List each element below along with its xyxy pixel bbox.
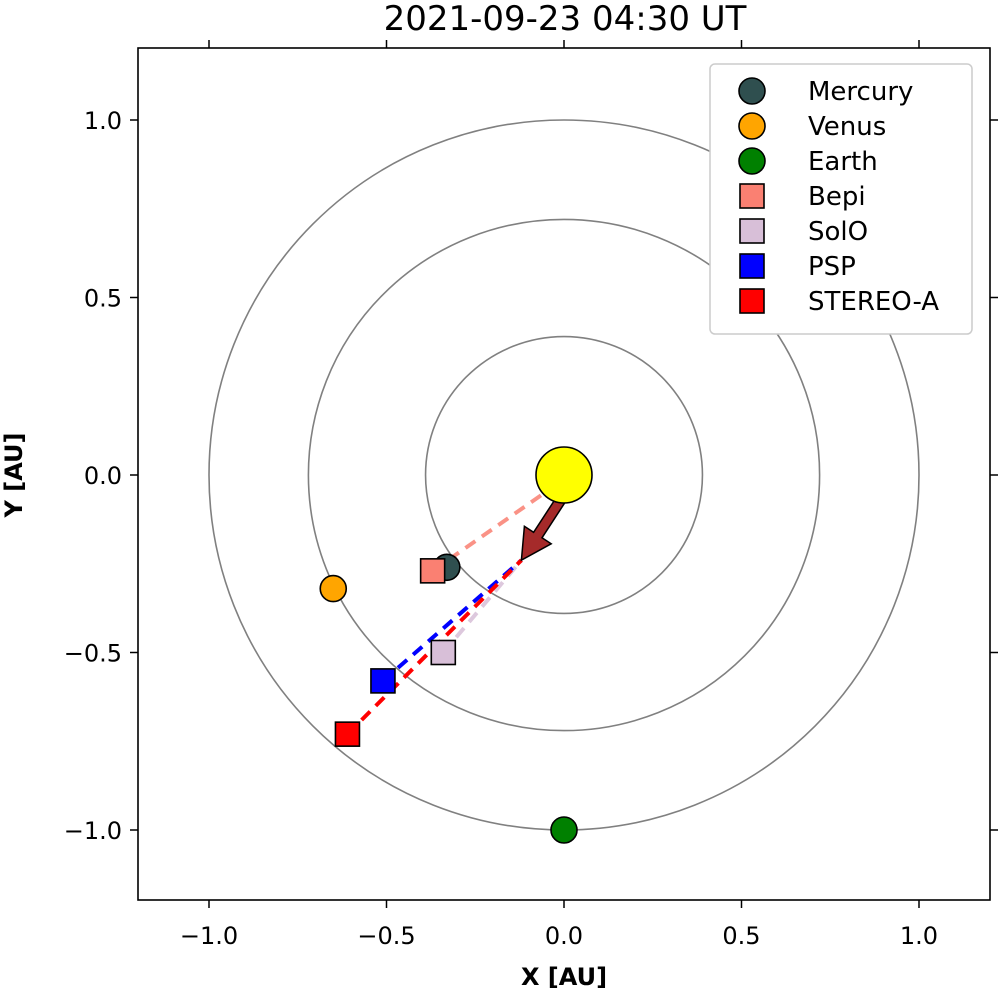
legend-mercury-swatch [738,77,766,105]
x-tick-label: 0.5 [722,922,760,950]
earth-marker [550,816,578,844]
psp-marker [370,668,396,694]
legend-venus-label: Venus [808,112,886,142]
y-tick-label: 0.0 [84,462,122,490]
markers-group [319,446,593,844]
x-tick-label: 1.0 [900,922,938,950]
legend-stereo-a-swatch [739,288,765,314]
y-axis-label: Y [AU] [0,433,28,519]
orbit-circle-0 [424,335,704,615]
legend-psp-label: PSP [808,252,856,282]
x-axis-label: X [AU] [521,963,607,991]
legend-psp-swatch [739,253,765,279]
y-tick-label: 1.0 [84,107,122,135]
propagation-arrow-group [520,497,566,562]
legend: Mercury Venus Earth Bepi SolO PSP STEREO-A [709,63,973,335]
bepi-marker [419,558,446,584]
chart-title: 2021-09-23 04:30 UT [384,0,747,39]
orbit-circle-1 [307,218,821,732]
x-tick-label: 0.0 [545,922,583,950]
solo-marker [430,639,457,666]
sightline-psp [381,558,523,683]
legend-mercury-label: Mercury [808,77,913,107]
venus-marker [319,574,348,603]
x-tick-label: −1.0 [180,922,238,950]
stereo-a-marker [334,721,361,747]
legend-earth-swatch [738,147,766,175]
x-tick-label: −0.5 [357,922,415,950]
legend-solo-label: SolO [808,217,868,247]
y-tick-label: −0.5 [64,640,122,668]
legend-box [709,63,973,335]
legend-earth-label: Earth [808,147,878,177]
y-tick-label: −1.0 [64,817,122,845]
legend-stereo-a-label: STEREO-A [808,287,939,317]
legend-solo-swatch [739,218,765,244]
ticks-group: −1.0 −0.5 0.0 0.5 1.0 −1.0 −0.5 0.0 0.5 1.0 [64,40,998,950]
legend-venus-swatch [738,112,766,140]
y-tick-label: 0.5 [84,285,122,313]
legend-bepi-label: Bepi [808,182,866,212]
sun-marker [535,446,593,504]
legend-bepi-swatch [739,183,765,209]
propagation-arrow [520,497,566,562]
